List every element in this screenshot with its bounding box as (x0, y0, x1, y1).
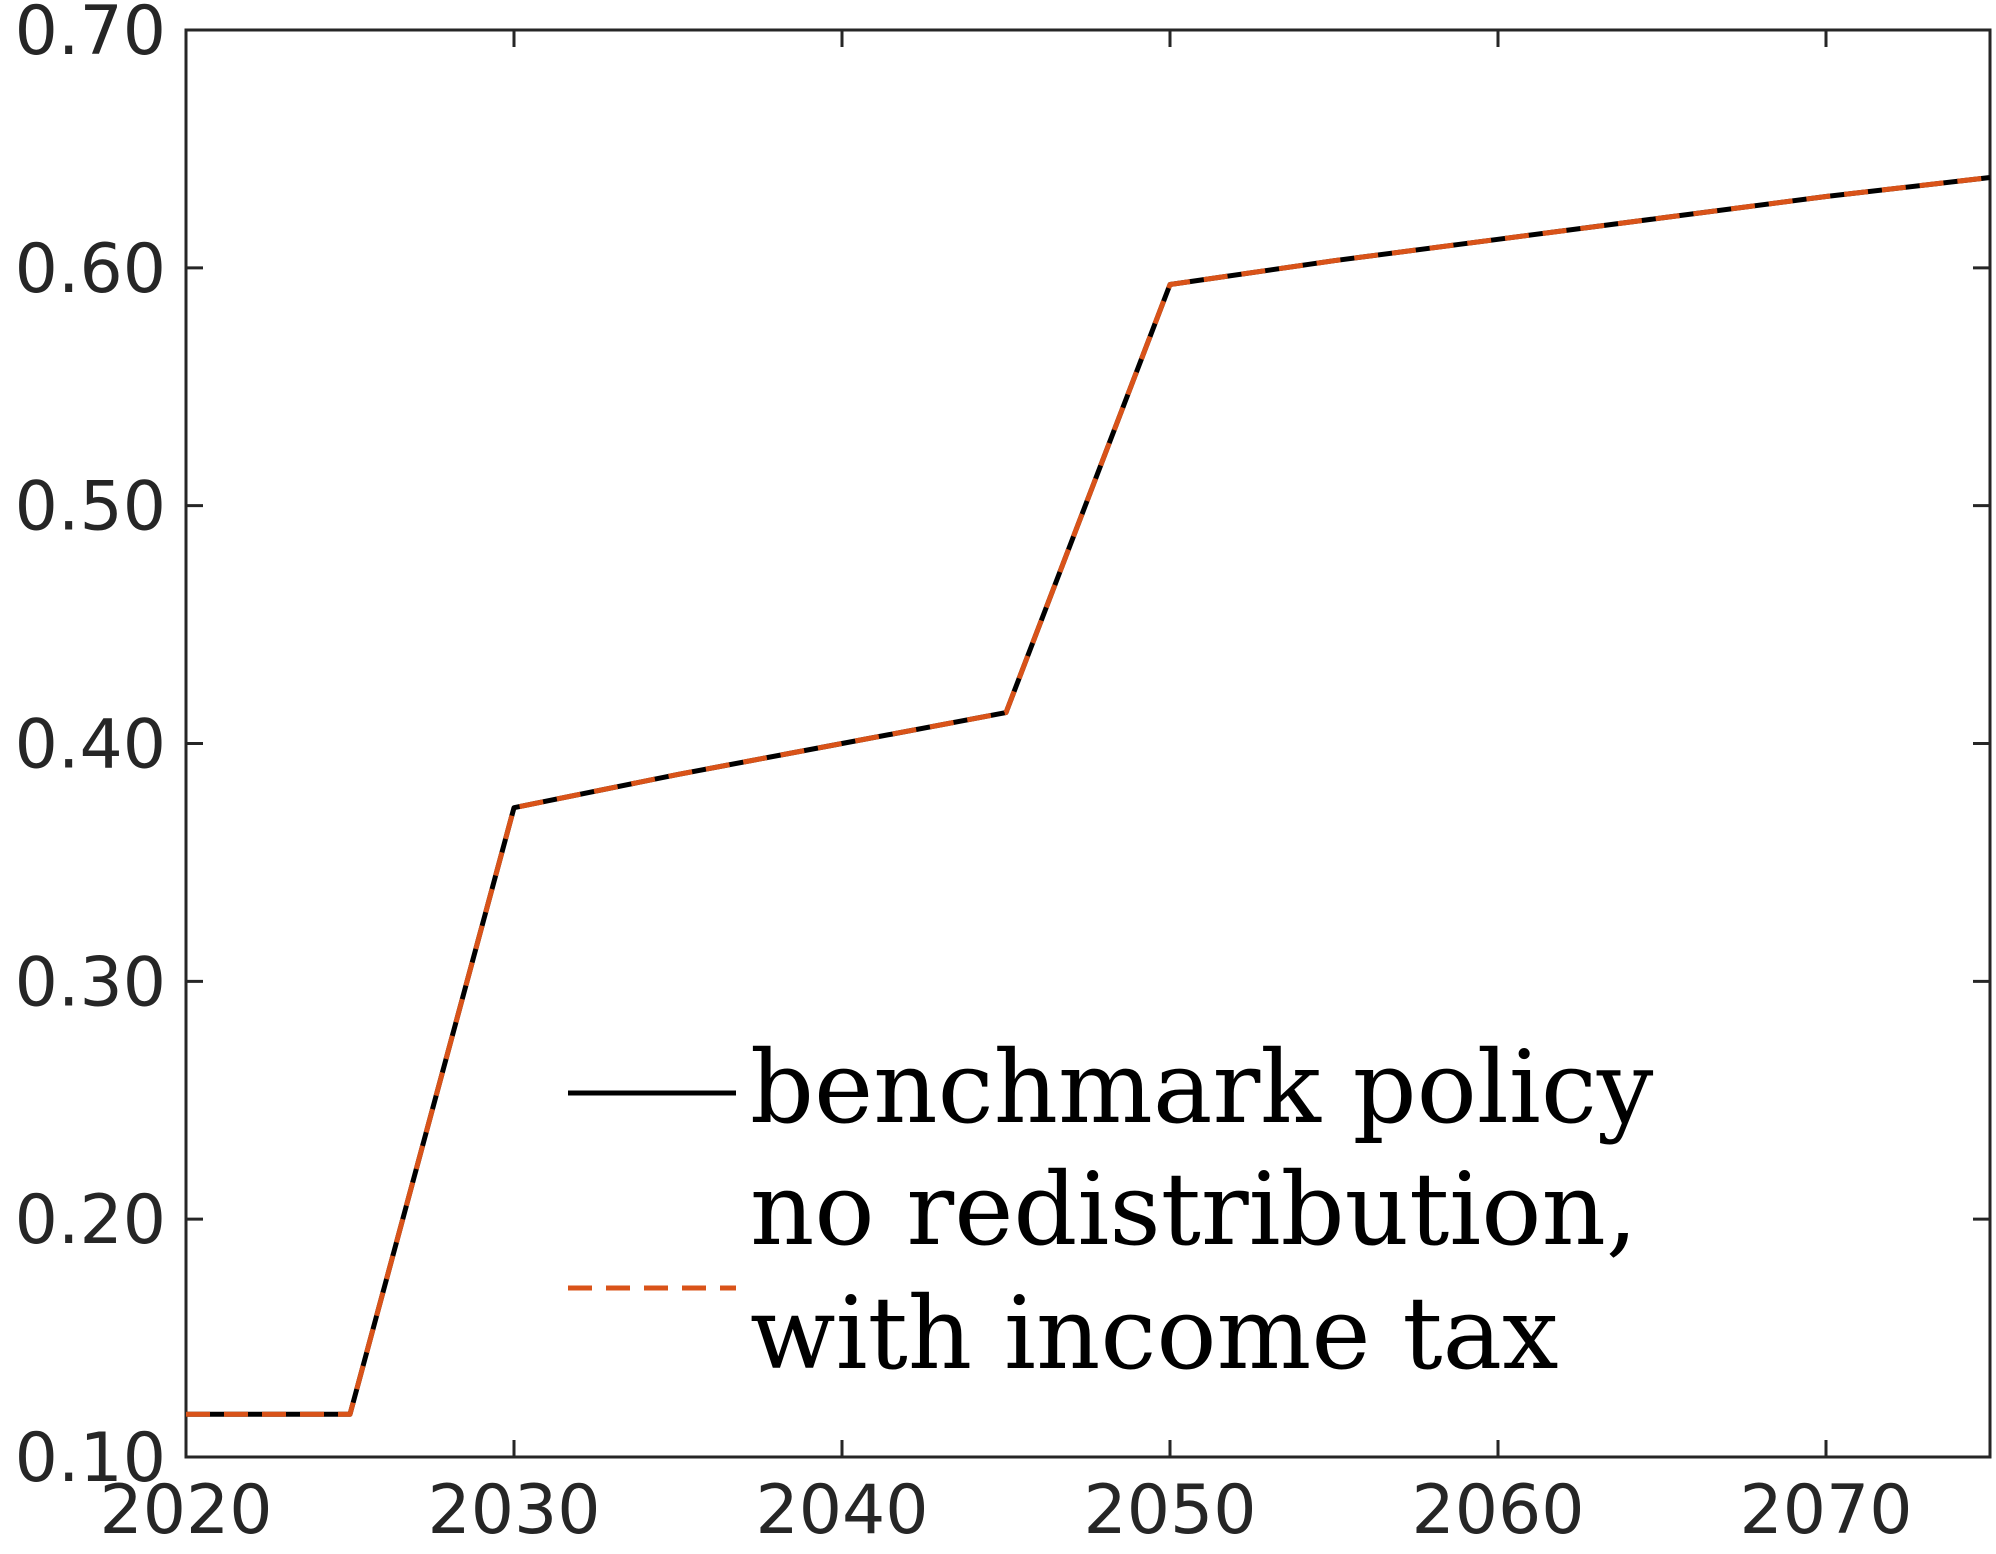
y-tick-label: 0.10 (15, 1419, 166, 1498)
x-tick-label: 2050 (1083, 1471, 1256, 1550)
y-tick-label: 0.40 (15, 706, 166, 785)
y-tick-label: 0.70 (15, 0, 166, 71)
legend-label-1-line: no redistribution, (750, 1151, 1638, 1268)
series-layer (186, 175, 1991, 1417)
x-axis: 2020 2030 2040 2050 2060 2070 (99, 30, 1913, 1550)
series-line-1 (186, 175, 1991, 1417)
x-tick-label: 2020 (99, 1471, 272, 1550)
x-tick-label: 2030 (427, 1471, 600, 1550)
legend-label-0: benchmark policy (750, 1029, 1654, 1146)
y-tick-label: 0.30 (15, 943, 166, 1022)
legend-label-1: no redistribution, with income tax (750, 1151, 1638, 1392)
y-tick-label: 0.50 (15, 468, 166, 547)
legend-label-1-line: with income tax (750, 1275, 1559, 1392)
y-tick-label: 0.20 (15, 1181, 166, 1260)
x-tick-label: 2060 (1411, 1471, 1584, 1550)
y-axis: 0.10 0.20 0.30 0.40 0.50 0.60 0.70 (15, 0, 1990, 1498)
x-tick-label: 2070 (1739, 1471, 1912, 1550)
y-tick-label: 0.60 (15, 230, 166, 309)
x-tick-label: 2040 (755, 1471, 928, 1550)
